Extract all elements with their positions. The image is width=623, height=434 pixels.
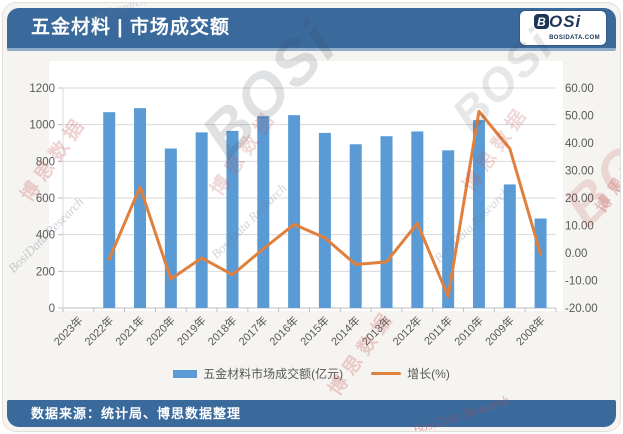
right-axis-label: 20.00 [565, 193, 594, 205]
page-title: 五金材料 | 市场成交额 [31, 17, 230, 38]
bosi-logo: B OSi BOSIDATA.COM [520, 11, 606, 45]
bar-2014年 [349, 144, 362, 308]
x-axis-label: 2019年 [174, 313, 209, 348]
bar-2022年 [103, 112, 116, 308]
bar-2012年 [411, 131, 424, 308]
left-axis-label: 1200 [29, 83, 55, 95]
bar-2021年 [134, 108, 147, 309]
left-axis-label: 1000 [29, 120, 55, 132]
x-axis-label: 2010年 [451, 313, 486, 348]
bar-2017年 [257, 116, 270, 308]
right-axis-label: -20.00 [565, 303, 598, 315]
logo-brand: B OSi [534, 12, 582, 31]
x-axis-label: 2013年 [359, 313, 394, 348]
growth-line [107, 109, 543, 298]
bar-2019年 [195, 132, 208, 308]
bar-2016年 [288, 115, 301, 308]
right-axis-label: 40.00 [565, 138, 594, 150]
bar-2011年 [442, 150, 455, 308]
footer-band: 数据来源：统计局、博思数据整理 [7, 400, 616, 427]
left-axis-label: 200 [36, 266, 55, 278]
logo-brand-text: OSi [549, 12, 582, 31]
x-axis-label: 2021年 [112, 313, 147, 348]
bar-2008年 [534, 218, 547, 308]
x-axis-label: 2020年 [143, 313, 178, 348]
right-axis-label: -10.00 [565, 276, 598, 288]
line-series-label: 增长(%) [407, 367, 450, 381]
x-axis-label: 2008年 [513, 313, 548, 348]
logo-domain-text: BOSIDATA.COM [549, 35, 600, 41]
data-source-note: 数据来源：统计局、博思数据整理 [31, 406, 242, 421]
logo-stripes-icon [526, 31, 544, 40]
left-axis-label: 600 [36, 193, 55, 205]
x-axis-label: 2016年 [266, 313, 301, 348]
logo-b-mark: B [534, 14, 549, 29]
right-axis-label: 10.00 [565, 221, 594, 233]
bar-2009年 [503, 184, 516, 308]
bar-series-label: 五金材料市场成交额(亿元) [203, 367, 344, 381]
left-axis-label: 0 [49, 303, 55, 315]
plot-background [49, 61, 563, 311]
x-axis-label: 2015年 [297, 313, 332, 348]
x-axis-label: 2012年 [389, 313, 424, 348]
right-axis-label: 60.00 [565, 83, 594, 95]
line-series-swatch [371, 372, 402, 375]
x-axis-label: 2022年 [81, 313, 116, 348]
bar-2013年 [380, 136, 393, 308]
legend: 五金材料市场成交额(亿元) 增长(%) [3, 365, 620, 382]
x-axis-label: 2017年 [235, 313, 270, 348]
right-axis-label: 50.00 [565, 111, 594, 123]
left-axis-label: 800 [36, 156, 55, 168]
right-axis-label: 0.00 [565, 248, 587, 260]
bar-2018年 [226, 130, 239, 308]
combo-chart: 0 200 400 600 800 1000 1200 -20.00 -10.00 0.00 10.… [29, 61, 598, 348]
legend-item-bars: 五金材料市场成交额(亿元) [173, 365, 343, 382]
bar-2020年 [164, 148, 177, 308]
x-axis-label: 2018年 [205, 313, 240, 348]
right-axis-label: 30.00 [565, 166, 594, 178]
x-axis-label: 2023年 [51, 313, 86, 348]
x-axis-label: 2014年 [328, 313, 363, 348]
bar-series-swatch [173, 369, 198, 378]
legend-item-line: 增长(%) [371, 365, 450, 382]
x-axis-label: 2009年 [482, 313, 517, 348]
left-axis-label: 400 [36, 230, 55, 242]
x-axis-label: 2011年 [421, 313, 455, 347]
header-band: 五金材料 | 市场成交额 B OSi BOSIDATA.COM [7, 8, 616, 51]
bar-2015年 [318, 132, 331, 308]
bar-2010年 [472, 120, 485, 308]
